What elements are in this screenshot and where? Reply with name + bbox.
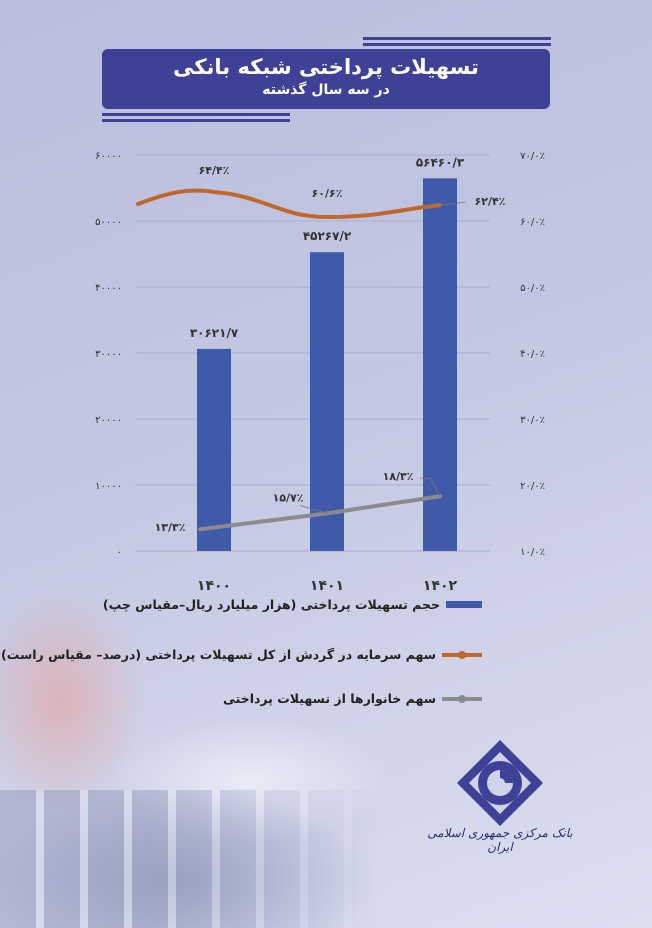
right-axis-tick: ۱۰/۰٪	[520, 547, 545, 558]
page-subtitle: در سه سال گذشته	[262, 82, 390, 98]
bar	[423, 178, 457, 552]
line-data-label: ۱۳/۳٪	[155, 521, 186, 534]
left-axis-tick: ۶۰۰۰۰	[95, 151, 122, 162]
legend-item-households: سهم خانوارها از تسهیلات پرداختی	[223, 691, 482, 706]
leader-line	[420, 477, 441, 497]
bank-name: بانک مرکزی جمهوری اسلامی ایران	[427, 826, 573, 854]
title-banner: تسهیلات پرداختی شبکه بانکی در سه سال گذش…	[102, 49, 550, 109]
background-calculator-keys	[0, 790, 380, 928]
title-stripe	[363, 37, 551, 40]
central-bank-logo-icon	[457, 740, 543, 826]
right-axis-tick: ۲۰/۰٪	[520, 481, 545, 492]
left-axis-tick: ۲۰۰۰۰	[95, 415, 122, 426]
legend-label: سهم سرمایه در گردش از کل تسهیلات پرداختی…	[1, 647, 436, 662]
bar-data-label: ۳۰۶۲۱/۷	[190, 326, 239, 340]
line-data-label: ۶۰/۶٪	[312, 187, 343, 200]
left-axis-tick: ۱۰۰۰۰	[95, 481, 122, 492]
left-axis-tick: ۳۰۰۰۰	[95, 349, 122, 360]
line-data-label: ۱۵/۷٪	[273, 491, 304, 504]
right-axis-tick: ۶۰/۰٪	[520, 217, 545, 228]
left-axis-tick: ۴۰۰۰۰	[95, 283, 122, 294]
leader-line	[299, 504, 328, 514]
x-axis-tick: ۱۴۰۲	[423, 578, 458, 594]
orange-series-line	[136, 188, 442, 220]
bar	[310, 252, 344, 551]
x-axis-tick: ۱۴۰۱	[310, 578, 344, 594]
right-axis-tick: ۳۰/۰٪	[520, 415, 545, 426]
legend-orange-swatch	[442, 650, 482, 659]
title-stripe	[102, 119, 290, 122]
right-axis-tick: ۴۰/۰٪	[520, 349, 545, 360]
legend-label: سهم خانوارها از تسهیلات پرداختی	[222, 691, 436, 706]
bar-data-label: ۵۶۴۶۰/۳	[416, 155, 465, 169]
legend-item-volume: حجم تسهیلات پرداختی (هزار میلیارد ریال–م…	[103, 597, 482, 612]
x-axis-tick: ۱۴۰۰	[197, 578, 231, 594]
right-axis-tick: ۷۰/۰٪	[520, 151, 545, 162]
line-data-label: ۶۲/۴٪	[475, 195, 506, 208]
bar	[197, 348, 231, 551]
leader-line	[439, 201, 467, 206]
left-axis-tick: ۰	[117, 547, 122, 558]
legend-label: حجم تسهیلات پرداختی (هزار میلیارد ریال–م…	[102, 597, 440, 612]
legend-gray-swatch	[442, 694, 482, 703]
line-data-label: ۶۴/۴٪	[199, 164, 230, 177]
legend-bar-swatch	[446, 601, 482, 608]
title-stripe	[363, 43, 551, 46]
left-axis-tick: ۵۰۰۰۰	[95, 217, 122, 228]
title-stripe	[102, 113, 290, 116]
legend-item-working-capital: سهم سرمایه در گردش از کل تسهیلات پرداختی…	[1, 647, 482, 662]
right-axis-tick: ۵۰/۰٪	[520, 283, 545, 294]
page-title: تسهیلات پرداختی شبکه بانکی	[173, 55, 479, 79]
background-hand-photo	[0, 580, 420, 928]
line-data-label: ۱۸/۳٪	[383, 470, 414, 483]
bar-data-label: ۴۵۲۶۷/۲	[303, 229, 352, 243]
